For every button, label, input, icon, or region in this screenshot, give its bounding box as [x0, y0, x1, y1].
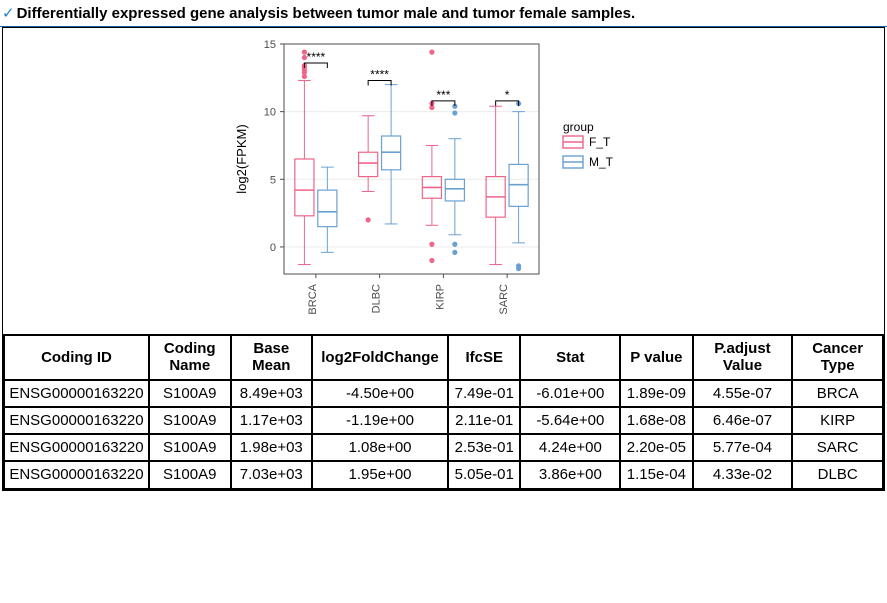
svg-text:log2(FPKM): log2(FPKM): [234, 124, 249, 193]
col-header: Base Mean: [231, 335, 313, 380]
table-cell: DLBC: [792, 461, 883, 488]
table-cell: ENSG00000163220: [4, 461, 149, 488]
table-cell: -1.19e+00: [312, 407, 448, 434]
section-title: Differentially expressed gene analysis b…: [17, 5, 636, 22]
col-header: Stat: [520, 335, 620, 380]
table-cell: 6.46e-07: [693, 407, 793, 434]
col-header: Coding Name: [149, 335, 231, 380]
table-cell: 1.17e+03: [231, 407, 313, 434]
table-cell: 7.49e-01: [448, 380, 520, 407]
table-cell: ENSG00000163220: [4, 434, 149, 461]
svg-text:M_T: M_T: [589, 155, 614, 169]
table-cell: 1.68e-08: [620, 407, 692, 434]
col-header: P.adjust Value: [693, 335, 793, 380]
table-cell: 1.08e+00: [312, 434, 448, 461]
deg-table: Coding ID Coding Name Base Mean log2Fold…: [3, 334, 884, 490]
svg-text:10: 10: [263, 107, 275, 119]
table-cell: 4.55e-07: [693, 380, 793, 407]
svg-text:BRCA: BRCA: [306, 283, 318, 314]
table-cell: 5.05e-01: [448, 461, 520, 488]
svg-text:*: *: [504, 88, 509, 102]
table-cell: -5.64e+00: [520, 407, 620, 434]
content-panel: 051015log2(FPKM)BRCADLBCKIRPSARC********…: [2, 27, 885, 491]
svg-text:SARC: SARC: [498, 284, 510, 315]
table-cell: 1.95e+00: [312, 461, 448, 488]
page-root: ✓ Differentially expressed gene analysis…: [0, 0, 887, 491]
chevron-down-icon: ✓: [2, 4, 15, 22]
table-cell: 4.24e+00: [520, 434, 620, 461]
table-cell: S100A9: [149, 407, 231, 434]
table-cell: -4.50e+00: [312, 380, 448, 407]
table-cell: 4.33e-02: [693, 461, 793, 488]
table-cell: 8.49e+03: [231, 380, 313, 407]
table-cell: 5.77e-04: [693, 434, 793, 461]
svg-text:KIRP: KIRP: [434, 284, 446, 310]
table-cell: 3.86e+00: [520, 461, 620, 488]
svg-text:5: 5: [269, 174, 275, 186]
table-cell: S100A9: [149, 461, 231, 488]
table-cell: BRCA: [792, 380, 883, 407]
table-cell: 1.15e-04: [620, 461, 692, 488]
chart-container: 051015log2(FPKM)BRCADLBCKIRPSARC********…: [3, 28, 884, 334]
table-cell: ENSG00000163220: [4, 380, 149, 407]
section-header[interactable]: ✓ Differentially expressed gene analysis…: [0, 0, 887, 27]
table-cell: 2.53e-01: [448, 434, 520, 461]
table-cell: SARC: [792, 434, 883, 461]
col-header: log2FoldChange: [312, 335, 448, 380]
table-cell: KIRP: [792, 407, 883, 434]
col-header: IfcSE: [448, 335, 520, 380]
col-header: Coding ID: [4, 335, 149, 380]
table-row: ENSG00000163220S100A98.49e+03-4.50e+007.…: [4, 380, 883, 407]
table-row: ENSG00000163220S100A97.03e+031.95e+005.0…: [4, 461, 883, 488]
table-cell: 2.11e-01: [448, 407, 520, 434]
svg-text:****: ****: [306, 50, 325, 64]
table-row: ENSG00000163220S100A91.98e+031.08e+002.5…: [4, 434, 883, 461]
boxplot-chart: 051015log2(FPKM)BRCADLBCKIRPSARC********…: [194, 34, 694, 324]
table-cell: 1.89e-09: [620, 380, 692, 407]
table-cell: 7.03e+03: [231, 461, 313, 488]
table-cell: 1.98e+03: [231, 434, 313, 461]
svg-text:DLBC: DLBC: [370, 284, 382, 313]
svg-text:group: group: [563, 120, 594, 134]
table-cell: -6.01e+00: [520, 380, 620, 407]
table-row: ENSG00000163220S100A91.17e+03-1.19e+002.…: [4, 407, 883, 434]
col-header: P value: [620, 335, 692, 380]
svg-text:F_T: F_T: [589, 135, 611, 149]
table-cell: S100A9: [149, 434, 231, 461]
svg-text:15: 15: [263, 39, 275, 51]
table-cell: S100A9: [149, 380, 231, 407]
svg-text:0: 0: [269, 242, 275, 254]
svg-text:****: ****: [370, 68, 389, 82]
table-header-row: Coding ID Coding Name Base Mean log2Fold…: [4, 335, 883, 380]
svg-text:***: ***: [436, 88, 450, 102]
table-cell: 2.20e-05: [620, 434, 692, 461]
table-cell: ENSG00000163220: [4, 407, 149, 434]
col-header: Cancer Type: [792, 335, 883, 380]
